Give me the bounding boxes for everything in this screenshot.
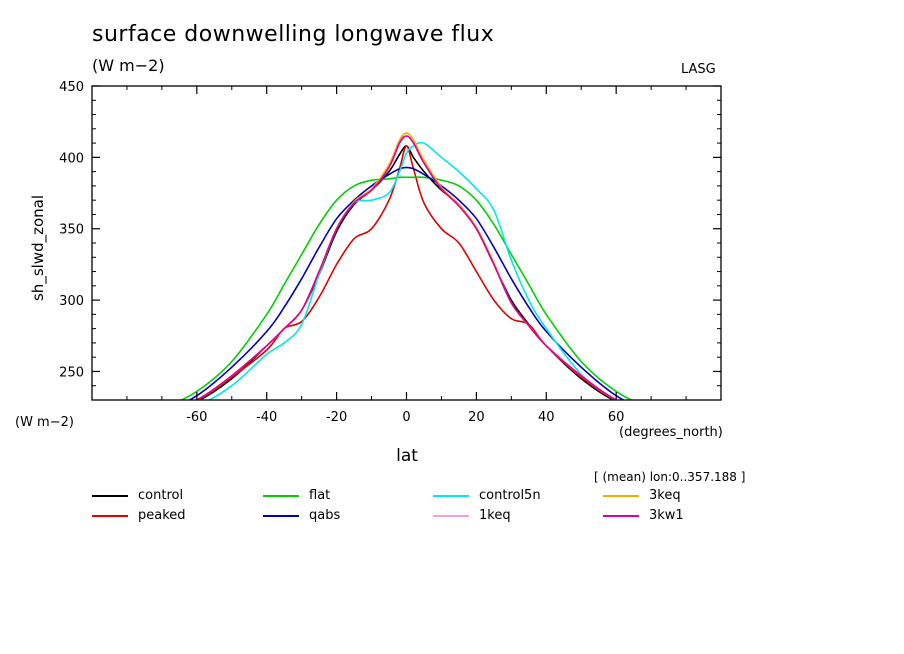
y-tick-label: 350: [59, 223, 84, 238]
legend-item-3kw1: 3kw1: [603, 508, 684, 523]
legend-item-control5n: control5n: [433, 488, 541, 503]
legend-item-peaked: peaked: [92, 508, 186, 523]
legend-swatch: [92, 494, 128, 497]
legend-item-qabs: qabs: [263, 508, 340, 523]
series-line-3kw1: [195, 135, 618, 400]
legend-label: 3kw1: [649, 508, 684, 523]
legend-item-1keq: 1keq: [433, 508, 511, 523]
series-line-qabs: [188, 166, 625, 400]
y-tick-label: 300: [59, 294, 84, 309]
legend-label: control: [138, 488, 184, 503]
series-line-1keq: [195, 135, 618, 400]
legend-label: qabs: [309, 508, 341, 523]
legend-swatch: [263, 514, 299, 517]
x-tick-label: -20: [326, 410, 347, 425]
legend-item-3keq: 3keq: [603, 488, 681, 503]
chart-source: LASG: [681, 62, 716, 77]
x-tick-label: 60: [608, 410, 625, 425]
x-tick-label: 0: [402, 410, 410, 425]
legend-swatch: [433, 514, 469, 517]
legend-label: flat: [309, 488, 331, 503]
y-tick-label: 450: [59, 80, 84, 95]
y-tick-label: 250: [59, 365, 84, 380]
chart-title: surface downwelling longwave flux: [92, 22, 495, 47]
legend-swatch: [263, 494, 299, 497]
y-tick-label: 400: [59, 151, 84, 166]
series-line-control: [197, 145, 616, 400]
legend-label: peaked: [138, 508, 186, 523]
x-tick-label: -60: [186, 410, 207, 425]
mean-note: [ (mean) lon:0..357.188 ]: [594, 470, 746, 484]
legend-swatch: [92, 514, 128, 517]
x-axis-label: lat: [396, 446, 418, 466]
legend-item-flat: flat: [263, 488, 330, 503]
x-tick-label: -40: [256, 410, 277, 425]
x-tick-label: 40: [538, 410, 555, 425]
legend-label: control5n: [479, 488, 541, 503]
x-axis-units: (degrees_north): [619, 425, 723, 440]
series-line-peaked: [194, 145, 619, 400]
series-line-control5n: [207, 141, 618, 400]
legend-swatch: [433, 494, 469, 497]
x-tick-label: 20: [468, 410, 485, 425]
chart-units: (W m−2): [92, 56, 165, 75]
y-axis-units: (W m−2): [15, 415, 74, 430]
legend-item-control: control: [92, 488, 183, 503]
legend-swatch: [603, 514, 639, 517]
legend-label: 1keq: [479, 508, 511, 523]
legend-label: 3keq: [649, 488, 681, 503]
legend-swatch: [603, 494, 639, 497]
series-line-flat: [179, 176, 634, 400]
